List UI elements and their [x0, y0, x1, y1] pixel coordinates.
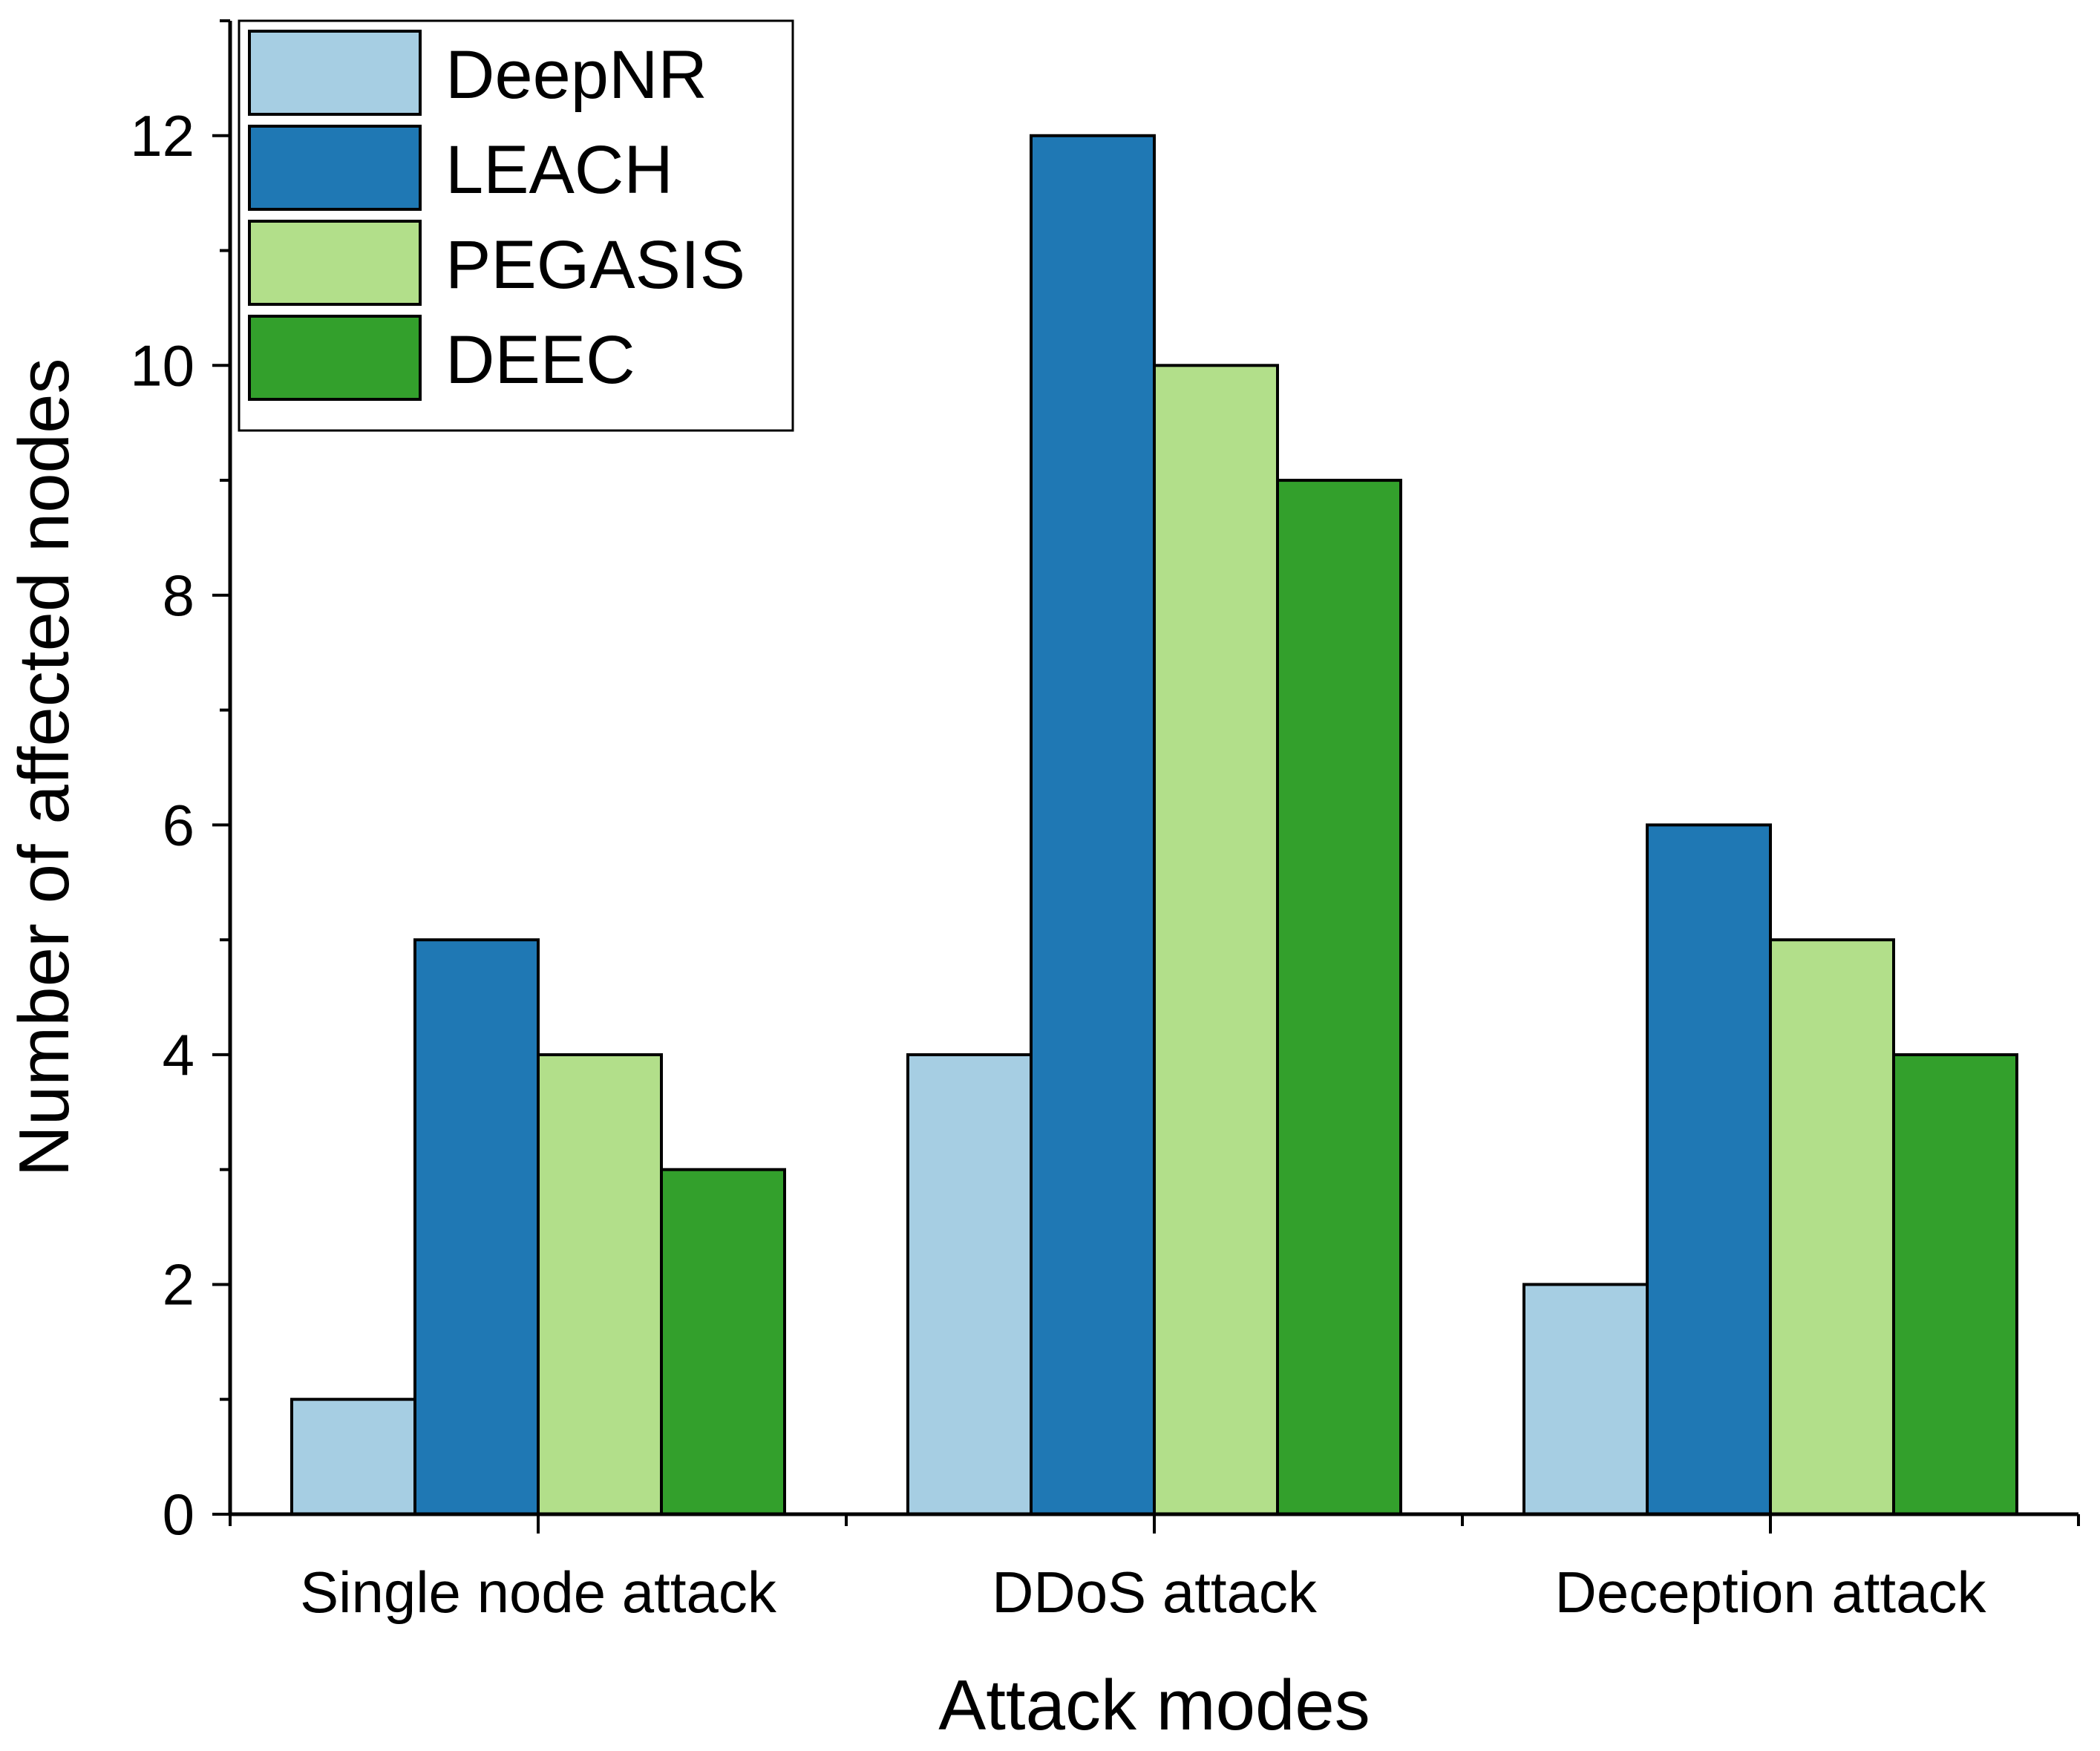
x-category-label: Deception attack [1554, 1559, 1986, 1625]
x-category-label: Single node attack [300, 1559, 777, 1625]
legend-label-leach: LEACH [445, 132, 673, 208]
bar-pegasis-1 [1153, 364, 1279, 1516]
legend-label-deec: DEEC [445, 322, 635, 398]
legend-swatch-deec [248, 315, 422, 401]
legend-label-pegasis: PEGASIS [445, 227, 745, 303]
y-axis-title: Number of affected nodes [4, 359, 84, 1177]
bar-deepnr-0 [290, 1398, 416, 1516]
bar-pegasis-0 [537, 1053, 663, 1516]
bar-deec-2 [1892, 1053, 2018, 1516]
y-tick-label: 8 [163, 563, 194, 628]
y-tick-label: 10 [130, 333, 194, 398]
y-tick-label: 12 [130, 103, 194, 168]
bar-leach-1 [1030, 134, 1156, 1516]
legend-swatch-pegasis [248, 220, 422, 306]
bars-group [290, 134, 2018, 1516]
y-tick-label: 4 [163, 1022, 194, 1087]
bar-leach-0 [413, 938, 540, 1516]
y-tick-label: 0 [163, 1482, 194, 1547]
bar-deec-0 [660, 1168, 786, 1516]
y-tick-label: 6 [163, 792, 194, 857]
axes-group: 0 2 4 6 8 10 12 Single node attack DDoS attack De… [130, 19, 2080, 1625]
bar-pegasis-2 [1769, 938, 1895, 1516]
x-category-label: DDoS attack [992, 1559, 1318, 1625]
bar-deepnr-2 [1522, 1283, 1649, 1516]
legend-label-deepnr: DeepNR [445, 37, 707, 113]
bar-deec-1 [1276, 479, 1402, 1516]
bar-leach-2 [1646, 823, 1772, 1516]
bar-deepnr-1 [906, 1053, 1033, 1516]
x-axis-title: Attack modes [938, 1666, 1370, 1745]
legend-swatch-deepnr [248, 30, 422, 116]
y-tick-label: 2 [163, 1251, 194, 1317]
legend: DeepNR LEACH PEGASIS DEEC [238, 19, 794, 432]
legend-swatch-leach [248, 125, 422, 211]
